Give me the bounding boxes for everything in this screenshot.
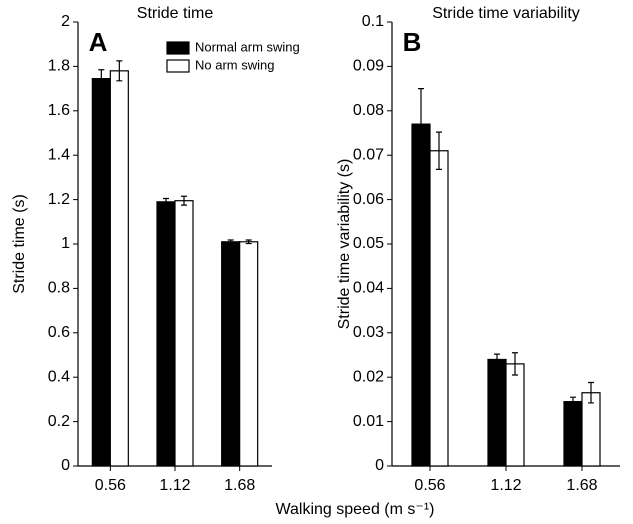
x-tick-label: 1.68 xyxy=(566,477,597,494)
bar xyxy=(487,358,507,467)
y-axis-label: Stride time (s) xyxy=(11,194,28,294)
error-bar xyxy=(98,69,105,89)
bar xyxy=(505,363,525,467)
bar xyxy=(174,200,194,467)
x-tick-label: 1.68 xyxy=(224,477,255,494)
x-tick-label: 1.12 xyxy=(159,477,190,494)
error-bar xyxy=(227,239,234,245)
error-bar xyxy=(436,131,442,171)
y-tick-label: 0.06 xyxy=(353,191,384,208)
bar xyxy=(156,201,176,467)
error-bar xyxy=(181,195,187,206)
bar xyxy=(239,241,259,467)
error-bar xyxy=(588,381,594,404)
legend-label: Normal arm swing xyxy=(195,39,300,54)
bar xyxy=(411,123,431,467)
y-tick-label: 0.1 xyxy=(362,13,384,30)
legend-label: No arm swing xyxy=(195,57,274,72)
y-tick-label: 1 xyxy=(61,235,70,252)
y-tick-label: 1.2 xyxy=(48,191,70,208)
y-axis-label: Stride time variability (s) xyxy=(336,159,353,330)
bar xyxy=(581,392,601,467)
y-tick-label: 0.01 xyxy=(353,413,384,430)
y-tick-label: 1.8 xyxy=(48,58,70,75)
y-tick-label: 0.6 xyxy=(48,324,70,341)
error-bar xyxy=(116,60,123,82)
bar xyxy=(563,401,583,467)
error-bar xyxy=(418,88,424,161)
x-axis-label: Walking speed (m s⁻¹) xyxy=(276,501,435,518)
error-bar xyxy=(512,352,518,376)
y-tick-label: 1.6 xyxy=(48,102,70,119)
error-bar xyxy=(245,239,252,245)
y-tick-label: 0.09 xyxy=(353,58,384,75)
bar xyxy=(109,70,129,467)
y-tick-label: 2 xyxy=(61,13,70,30)
bar xyxy=(221,241,241,467)
chart-title: Stride time variability xyxy=(432,5,580,22)
panel-label: B xyxy=(403,27,422,57)
legend-swatch xyxy=(166,59,190,73)
y-tick-label: 1.4 xyxy=(48,146,70,163)
y-tick-label: 0.8 xyxy=(48,280,70,297)
x-tick-label: 0.56 xyxy=(95,477,126,494)
error-bar xyxy=(163,197,169,206)
legend-swatch xyxy=(166,41,190,55)
bar xyxy=(429,150,449,467)
y-tick-label: 0.02 xyxy=(353,368,384,385)
y-tick-label: 0.2 xyxy=(48,413,70,430)
y-tick-label: 0.07 xyxy=(353,146,384,163)
y-tick-label: 0.05 xyxy=(353,235,384,252)
panel-label: A xyxy=(89,27,108,57)
error-bar xyxy=(494,353,500,366)
y-tick-label: 0.4 xyxy=(48,368,70,385)
y-tick-label: 0.03 xyxy=(353,324,384,341)
chart-title: Stride time xyxy=(137,5,214,22)
bar xyxy=(91,78,111,467)
y-tick-label: 0 xyxy=(375,457,384,474)
x-tick-label: 0.56 xyxy=(414,477,445,494)
y-tick-label: 0.04 xyxy=(353,280,384,297)
y-tick-label: 0 xyxy=(61,457,70,474)
y-tick-label: 0.08 xyxy=(353,102,384,119)
x-tick-label: 1.12 xyxy=(490,477,521,494)
error-bar xyxy=(570,396,576,407)
